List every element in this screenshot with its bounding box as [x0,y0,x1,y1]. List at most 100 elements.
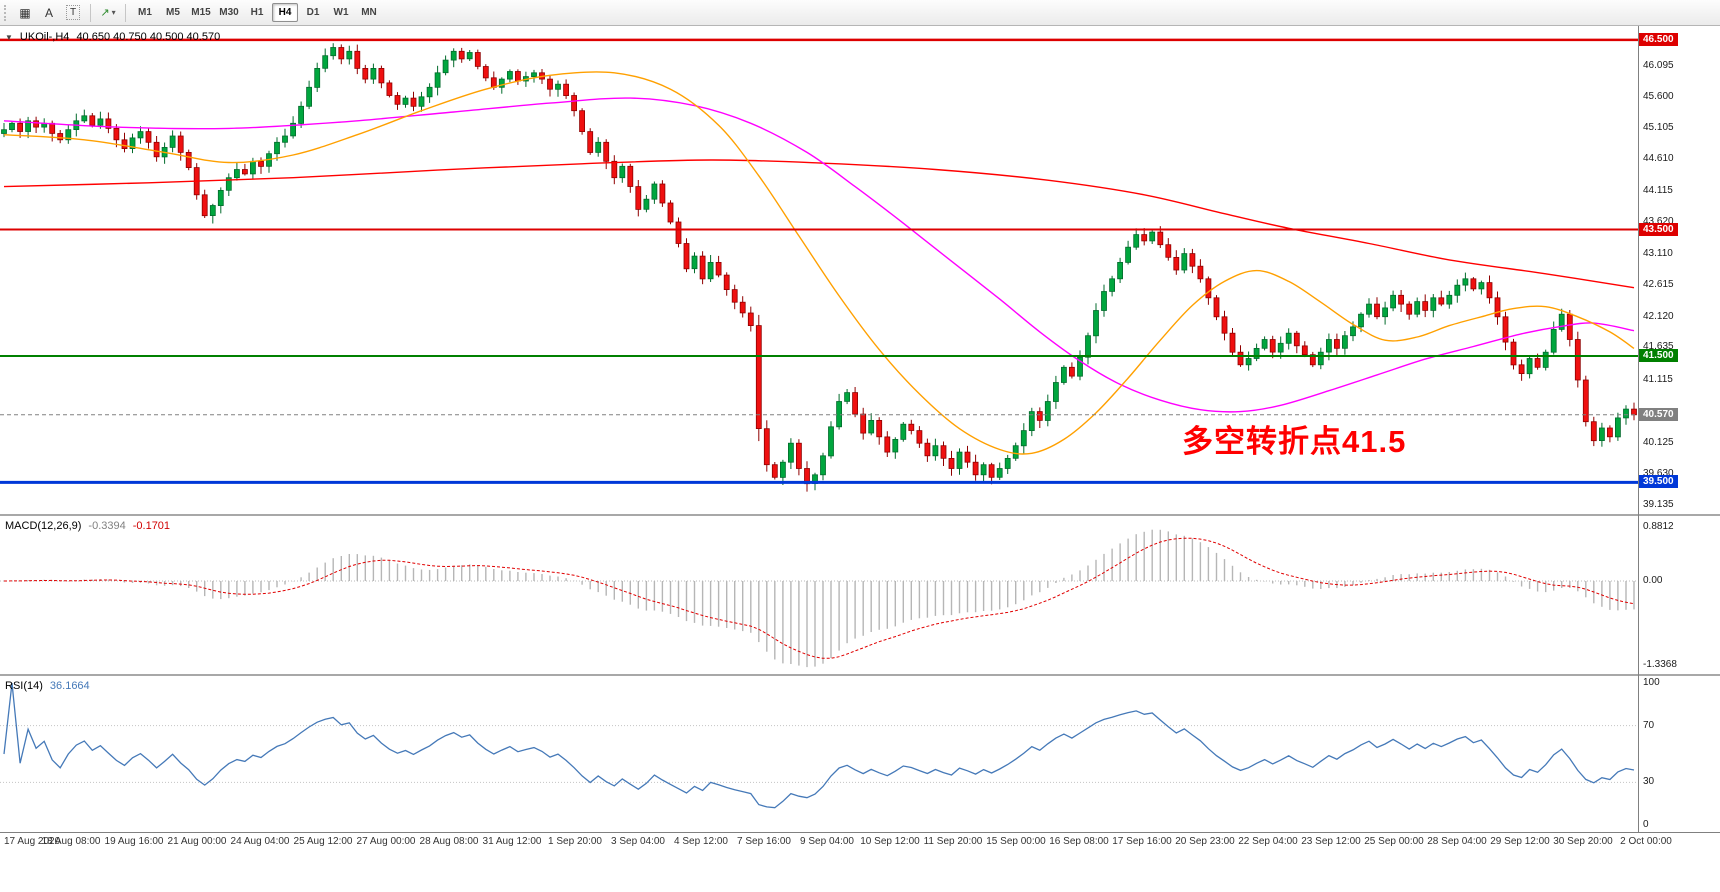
macd-name: MACD(12,26,9) [5,520,82,532]
text-box-button[interactable]: T [62,3,84,23]
rsi-axis-label: 0 [1643,818,1649,830]
chart-grid-icon: ▦ [19,5,31,20]
macd-histogram [11,529,1635,668]
time-axis-label: 22 Sep 04:00 [1238,836,1298,847]
macd-indicator-label: MACD(12,26,9) -0.3394 -0.1701 [5,520,170,532]
ohlc-values: 40.650 40.750 40.500 40.570 [76,31,221,43]
macd-main-value: -0.3394 [88,520,126,532]
time-axis-label: 25 Aug 12:00 [293,836,353,847]
chart-dropdown-icon[interactable]: ▼ [5,32,13,42]
price-axis-label: 45.600 [1643,90,1674,102]
price-axis-separator [1638,26,1639,832]
timeframe-button-d1[interactable]: D1 [306,7,320,18]
time-axis-label: 2 Oct 00:00 [1620,836,1672,847]
ma-red-slow [3,159,1635,289]
time-axis-label: 20 Sep 23:00 [1175,836,1235,847]
price-axis-label: 45.105 [1643,122,1674,134]
rsi-axis-label: 30 [1643,776,1655,788]
candlestick-series [1,43,1637,492]
macd-axis-label: 0.8812 [1643,521,1674,532]
text-annotation-button[interactable]: A [38,3,60,23]
time-axis-label: 31 Aug 12:00 [482,836,542,847]
price-axis-label: 43.620 [1643,215,1674,227]
draw-arrow-icon: ↗ [100,7,110,19]
current-price-badge: 40.570 [1639,407,1678,421]
toolbar-separator [125,3,126,22]
toolbar-drag-handle[interactable] [4,4,9,21]
time-axis-label: 28 Sep 04:00 [1427,836,1487,847]
chart-ohlc-header: ▼ UKOil-,H4 40.650 40.750 40.500 40.570 [5,31,220,43]
price-axis-label: 43.110 [1643,248,1673,260]
time-axis-label: 27 Aug 00:00 [356,836,416,847]
rsi-axis-label: 70 [1643,719,1655,731]
toolbar-separator [90,3,91,22]
rsi-value: 36.1664 [49,680,90,692]
time-axis-label: 28 Aug 08:00 [419,836,479,847]
rsi-axis-label: 100 [1643,677,1660,689]
time-axis-label: 29 Sep 12:00 [1490,836,1550,847]
timeframe-button-mn[interactable]: MN [361,7,377,18]
letter-t-icon: T [65,5,81,20]
panel-resize-handle[interactable] [0,514,1720,516]
time-axis-label: 9 Sep 04:00 [800,836,854,847]
price-axis-label: 39.630 [1643,468,1674,480]
time-axis-label: 25 Sep 00:00 [1364,836,1424,847]
price-axis-label: 39.135 [1643,499,1674,511]
time-axis-separator [0,832,1720,833]
price-axis-label: 46.095 [1643,59,1674,71]
macd-signal-line [3,537,1635,659]
timeframe-button-h1[interactable]: H1 [250,7,264,18]
macd-axis-label: -1.3368 [1643,659,1677,670]
timeframe-button-w1[interactable]: W1 [333,7,349,18]
chevron-down-icon: ▾ [111,8,116,17]
time-axis-label: 19 Aug 16:00 [104,836,164,847]
time-axis-label: 23 Sep 12:00 [1301,836,1361,847]
time-axis-label: 17 Aug 2020 [4,836,61,847]
time-axis-label: 18 Aug 08:00 [41,836,101,847]
time-axis-label: 15 Sep 00:00 [986,836,1046,847]
time-axis-label: 10 Sep 12:00 [860,836,920,847]
price-axis-label: 41.115 [1643,374,1673,386]
price-axis-label: 44.610 [1643,153,1674,165]
price-level-badge: 46.500 [1639,32,1678,46]
time-axis-label: 1 Sep 20:00 [548,836,602,847]
chart-annotation[interactable]: 多空转折点41.5 [1182,424,1407,459]
rsi-indicator-label: RSI(14) 36.1664 [5,680,90,692]
time-axis-label: 11 Sep 20:00 [923,836,983,847]
price-level-badge: 41.500 [1639,348,1678,362]
time-axis-label: 17 Sep 16:00 [1112,836,1172,847]
draw-tools-dropdown[interactable]: ↗ ▾ [97,3,119,23]
time-axis-label: 3 Sep 04:00 [611,836,665,847]
time-axis-label: 4 Sep 12:00 [674,836,728,847]
letter-a-icon: A [44,5,53,20]
time-axis-label: 16 Sep 08:00 [1049,836,1109,847]
price-axis-label: 41.635 [1643,341,1674,353]
price-level-badge: 39.500 [1639,475,1678,489]
macd-axis-label: 0.00 [1643,575,1663,587]
time-axis-label: 24 Aug 04:00 [230,836,290,847]
macd-signal-value: -0.1701 [132,520,171,532]
panel-resize-handle[interactable] [0,674,1720,676]
timeframe-button-m1[interactable]: M1 [138,7,152,18]
timeframe-button-m30[interactable]: M30 [219,7,239,18]
symbol-period-label: UKOil-,H4 [19,31,70,43]
timeframe-button-m15[interactable]: M15 [191,7,211,18]
time-axis-label: 21 Aug 00:00 [167,836,227,847]
time-axis-label: 30 Sep 20:00 [1553,836,1613,847]
price-axis-label: 42.615 [1643,279,1674,291]
price-axis-label: 42.120 [1643,310,1674,322]
timeframe-group: M1 M5 M15 M30 H1 H4 D1 W1 MN [131,3,383,22]
toolbar: ▦ A T ↗ ▾ M1 M5 M15 M30 H1 H4 D1 W1 MN [0,0,1720,26]
timeframe-button-h4[interactable]: H4 [272,3,298,22]
timeframe-button-m5[interactable]: M5 [166,7,180,18]
time-axis-label: 7 Sep 16:00 [737,836,791,847]
rsi-line [3,683,1635,809]
ma-magenta [3,97,1635,413]
price-level-badge: 43.500 [1639,222,1678,236]
price-axis-label: 44.115 [1643,184,1673,196]
rsi-name: RSI(14) [5,680,43,692]
ma-orange [3,71,1635,455]
price-axis-label: 40.125 [1643,436,1674,448]
chart-grid-button[interactable]: ▦ [14,3,36,23]
